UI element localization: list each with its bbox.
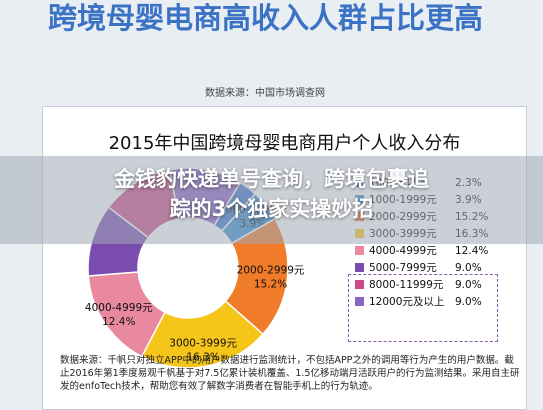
legend-value: 12.4% bbox=[455, 245, 488, 257]
overlay-banner bbox=[0, 156, 543, 244]
slice-value-label: 12.4% bbox=[102, 316, 135, 328]
legend-label: 5000-7999元 bbox=[369, 262, 437, 274]
legend-value: 9.0% bbox=[455, 296, 482, 308]
legend-swatch bbox=[355, 263, 364, 272]
legend-swatch bbox=[355, 246, 364, 255]
legend-value: 9.0% bbox=[455, 262, 482, 274]
slice-category-label: 3000-3999元 bbox=[169, 338, 237, 350]
banner-title: 金钱豹快递单号查询，跨境包裹追 踪的3个独家实操妙招 bbox=[0, 164, 543, 224]
legend-label: 12000元及以上 bbox=[369, 296, 444, 308]
slice-value-label: 16.3% bbox=[186, 352, 219, 364]
banner-line-2: 踪的3个独家实操妙招 bbox=[169, 197, 374, 221]
slice-category-label: 2000-2999元 bbox=[237, 265, 305, 277]
legend-swatch bbox=[355, 297, 364, 306]
slice-value-label: 15.2% bbox=[254, 279, 287, 291]
legend-label: 8000-11999元 bbox=[369, 279, 444, 291]
slice-category-label: 4000-4999元 bbox=[85, 302, 153, 314]
banner-line-1: 金钱豹快递单号查询，跨境包裹追 bbox=[114, 167, 429, 191]
legend-value: 9.0% bbox=[455, 279, 482, 291]
headline: 跨境母婴电商高收入人群占比更高 bbox=[48, 1, 484, 35]
legend-swatch bbox=[355, 280, 364, 289]
footnote: 数据来源：千帆只对独立APP中的用户数据进行监测统计，不包括APP之外的调用等行… bbox=[60, 355, 520, 392]
legend-highlight-box bbox=[348, 274, 498, 342]
legend-label: 4000-4999元 bbox=[369, 245, 437, 257]
source-label: 数据来源：中国市场调查网 bbox=[205, 88, 325, 99]
chart-title: 2015年中国跨境母婴电商用户个人收入分布 bbox=[108, 133, 461, 154]
